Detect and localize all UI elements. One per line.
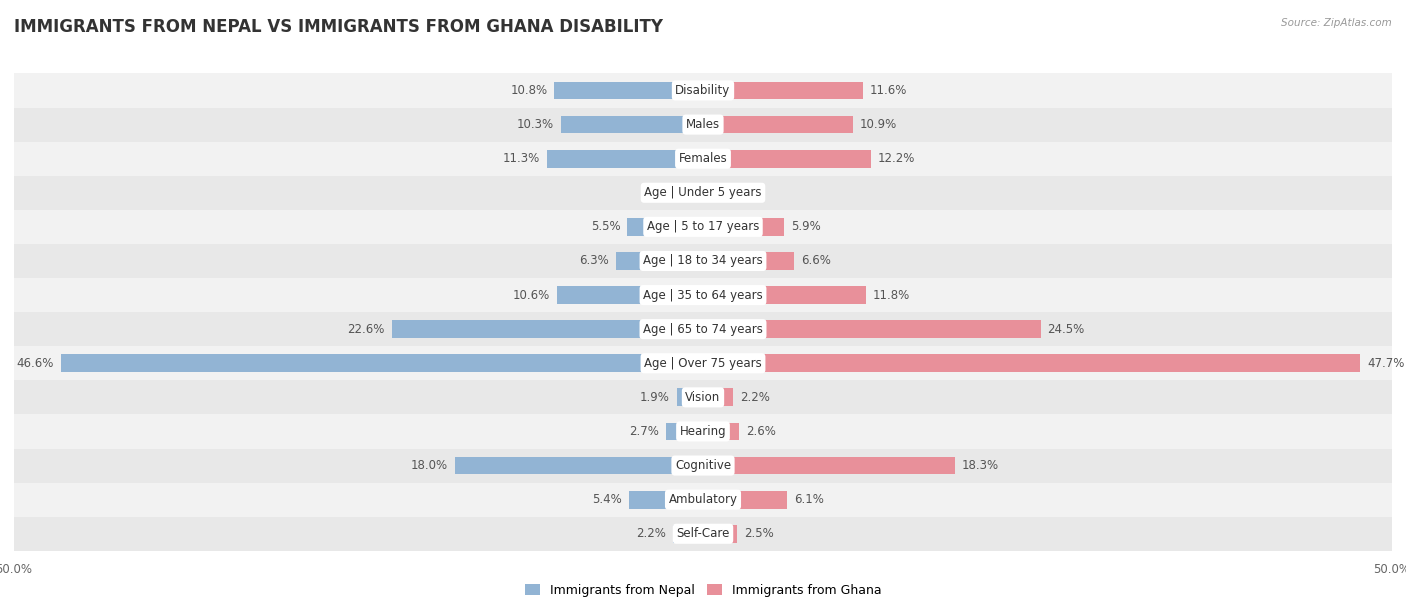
Text: 6.6%: 6.6%	[801, 255, 831, 267]
Bar	[703, 218, 785, 236]
Text: Females: Females	[679, 152, 727, 165]
Bar	[14, 380, 1392, 414]
Bar	[703, 525, 738, 543]
Bar	[703, 354, 1360, 372]
Text: Age | 65 to 74 years: Age | 65 to 74 years	[643, 323, 763, 335]
Text: Age | 35 to 64 years: Age | 35 to 64 years	[643, 289, 763, 302]
Bar	[14, 414, 1392, 449]
Text: 22.6%: 22.6%	[347, 323, 385, 335]
Text: IMMIGRANTS FROM NEPAL VS IMMIGRANTS FROM GHANA DISABILITY: IMMIGRANTS FROM NEPAL VS IMMIGRANTS FROM…	[14, 18, 664, 36]
Bar	[14, 278, 1392, 312]
Text: 24.5%: 24.5%	[1047, 323, 1084, 335]
Bar	[14, 483, 1392, 517]
Bar	[14, 449, 1392, 483]
Text: Disability: Disability	[675, 84, 731, 97]
Bar	[14, 210, 1392, 244]
Text: Males: Males	[686, 118, 720, 131]
Text: Self-Care: Self-Care	[676, 528, 730, 540]
Text: Hearing: Hearing	[679, 425, 727, 438]
Bar	[616, 252, 703, 270]
Text: 11.8%: 11.8%	[873, 289, 910, 302]
Text: Cognitive: Cognitive	[675, 459, 731, 472]
Text: 1.0%: 1.0%	[652, 186, 682, 200]
Bar	[703, 252, 794, 270]
Text: 10.8%: 10.8%	[510, 84, 547, 97]
Text: 2.7%: 2.7%	[628, 425, 659, 438]
Bar	[703, 320, 1040, 338]
Text: 10.9%: 10.9%	[860, 118, 897, 131]
Bar	[14, 73, 1392, 108]
Bar	[703, 423, 738, 440]
Bar	[14, 108, 1392, 141]
Bar	[627, 218, 703, 236]
Text: 18.3%: 18.3%	[962, 459, 1000, 472]
Text: 2.5%: 2.5%	[744, 528, 775, 540]
Text: Source: ZipAtlas.com: Source: ZipAtlas.com	[1281, 18, 1392, 28]
Bar	[14, 244, 1392, 278]
Text: 10.3%: 10.3%	[517, 118, 554, 131]
Bar	[628, 491, 703, 509]
Bar	[703, 286, 866, 304]
Text: 5.5%: 5.5%	[591, 220, 620, 233]
Text: Age | Over 75 years: Age | Over 75 years	[644, 357, 762, 370]
Text: 2.6%: 2.6%	[745, 425, 776, 438]
Bar	[689, 184, 703, 201]
Bar	[456, 457, 703, 474]
Bar	[14, 141, 1392, 176]
Text: Age | 5 to 17 years: Age | 5 to 17 years	[647, 220, 759, 233]
Text: 10.6%: 10.6%	[513, 289, 550, 302]
Bar	[676, 389, 703, 406]
Text: 47.7%: 47.7%	[1367, 357, 1405, 370]
Text: Vision: Vision	[685, 391, 721, 404]
Text: 5.4%: 5.4%	[592, 493, 621, 506]
Text: 12.2%: 12.2%	[877, 152, 915, 165]
Bar	[557, 286, 703, 304]
Text: 46.6%: 46.6%	[17, 357, 53, 370]
Bar	[703, 81, 863, 99]
Bar	[703, 491, 787, 509]
Bar	[60, 354, 703, 372]
Bar	[14, 346, 1392, 380]
Bar	[14, 517, 1392, 551]
Bar	[14, 176, 1392, 210]
Bar	[547, 150, 703, 168]
Text: 6.1%: 6.1%	[794, 493, 824, 506]
Text: 18.0%: 18.0%	[411, 459, 449, 472]
Text: Ambulatory: Ambulatory	[668, 493, 738, 506]
Text: 1.2%: 1.2%	[727, 186, 756, 200]
Bar	[672, 525, 703, 543]
Text: Age | 18 to 34 years: Age | 18 to 34 years	[643, 255, 763, 267]
Text: Age | Under 5 years: Age | Under 5 years	[644, 186, 762, 200]
Bar	[392, 320, 703, 338]
Bar	[703, 457, 955, 474]
Text: 11.6%: 11.6%	[870, 84, 907, 97]
Text: 2.2%: 2.2%	[636, 528, 666, 540]
Bar	[703, 389, 734, 406]
Legend: Immigrants from Nepal, Immigrants from Ghana: Immigrants from Nepal, Immigrants from G…	[519, 579, 887, 602]
Bar	[703, 150, 872, 168]
Bar	[703, 116, 853, 133]
Text: 5.9%: 5.9%	[792, 220, 821, 233]
Text: 1.9%: 1.9%	[640, 391, 669, 404]
Text: 6.3%: 6.3%	[579, 255, 609, 267]
Text: 11.3%: 11.3%	[503, 152, 540, 165]
Bar	[666, 423, 703, 440]
Text: 2.2%: 2.2%	[740, 391, 770, 404]
Bar	[703, 184, 720, 201]
Bar	[554, 81, 703, 99]
Bar	[14, 312, 1392, 346]
Bar	[561, 116, 703, 133]
